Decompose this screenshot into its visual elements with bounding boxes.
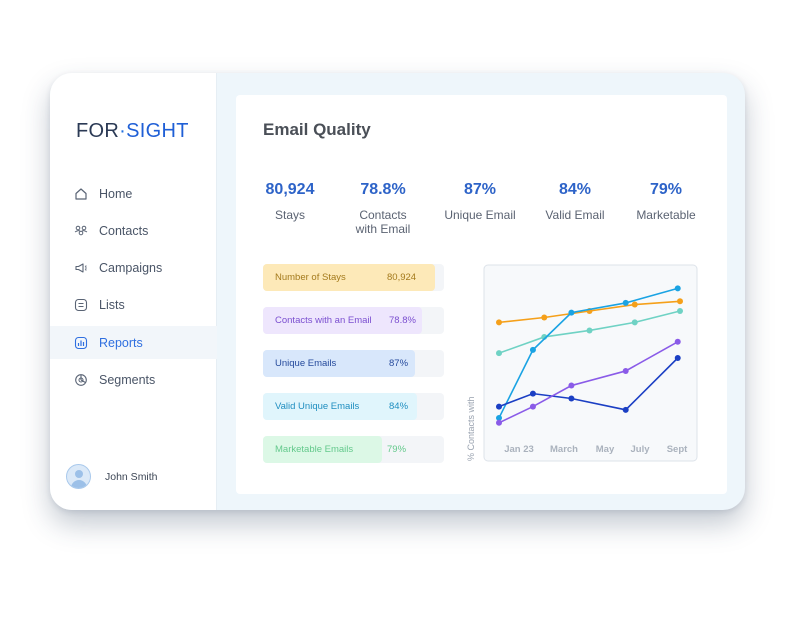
- data-point-0-1: [541, 314, 548, 321]
- x-tick-label: May: [596, 444, 615, 455]
- metric-bar-fill: [263, 307, 423, 334]
- data-point-4-0: [496, 419, 502, 426]
- metric-bar-fill: [263, 436, 383, 463]
- stat-value: 80,924: [265, 181, 315, 198]
- metric-bar-value: 87%: [389, 358, 409, 369]
- email-quality-card: Email Quality 80,924 Stays 78.8% Contact…: [236, 95, 727, 494]
- contacts-icon: [74, 224, 88, 238]
- segments-icon: [74, 373, 88, 387]
- data-point-2-0: [496, 414, 502, 421]
- metric-bar-value: 79%: [387, 444, 407, 455]
- avatar[interactable]: [66, 464, 91, 489]
- metric-bar-value: 80,924: [387, 272, 417, 283]
- data-point-1-0: [496, 350, 502, 357]
- data-point-1-3: [631, 319, 638, 326]
- sidebar-item-contacts[interactable]: Contacts: [50, 214, 217, 247]
- metric-bar-label: Contacts with an Email: [275, 315, 372, 326]
- data-point-2-4: [674, 285, 681, 292]
- sidebar-item-label: Contacts: [99, 223, 149, 238]
- x-tick-label: July: [630, 444, 650, 455]
- list-icon: [74, 298, 88, 312]
- line-chart: % Contacts with Jan 23 March May July Sept: [466, 264, 698, 462]
- stat-label: Contacts with Email: [355, 208, 411, 236]
- data-point-1-2: [586, 327, 593, 334]
- metric-bar[interactable]: Contacts with an Email 78.8%: [263, 307, 444, 334]
- x-tick-label: March: [550, 444, 578, 455]
- sidebar-item-label: Campaigns: [99, 260, 163, 275]
- sidebar-item-lists[interactable]: Lists: [50, 288, 217, 321]
- stat-label: Unique Email: [444, 208, 516, 222]
- metric-bar[interactable]: Number of Stays 80,924: [263, 264, 444, 291]
- sidebar-item-campaigns[interactable]: Campaigns: [50, 251, 217, 284]
- sidebar: FOR·SIGHT Home Contacts Campaigns Lists: [50, 73, 217, 510]
- x-tick-label: Sept: [667, 444, 688, 455]
- stat-value: 79%: [649, 181, 683, 198]
- stat-marketable: 79% Marketable: [627, 181, 705, 222]
- brand-logo[interactable]: FOR·SIGHT: [76, 120, 189, 143]
- data-point-2-2: [568, 309, 575, 316]
- metric-bar-label: Number of Stays: [275, 272, 346, 283]
- metric-bar-label: Marketable Emails: [275, 444, 354, 455]
- stat-unique-email: 87% Unique Email: [439, 181, 521, 222]
- megaphone-icon: [74, 261, 88, 275]
- sidebar-item-label: Segments: [99, 372, 156, 387]
- data-point-0-3: [631, 301, 638, 308]
- stat-stays: 80,924 Stays: [253, 181, 327, 222]
- sidebar-item-label: Home: [99, 186, 133, 201]
- metric-bar-fill: [263, 350, 416, 377]
- logo-text-for: FOR: [76, 120, 120, 142]
- metric-bar[interactable]: Unique Emails 87%: [263, 350, 444, 377]
- stat-label: Stays: [274, 208, 305, 222]
- data-point-3-4: [674, 355, 681, 361]
- sidebar-item-segments[interactable]: Segments: [50, 363, 217, 396]
- sidebar-item-label: Lists: [99, 297, 125, 312]
- metric-bar-fill: [263, 393, 417, 420]
- data-point-3-3: [622, 406, 629, 413]
- chart-series: [496, 285, 683, 426]
- data-point-4-2: [568, 382, 575, 389]
- user-profile[interactable]: John Smith: [66, 464, 158, 489]
- data-point-0-0: [496, 319, 502, 326]
- x-tick-label: Jan 23: [504, 444, 534, 455]
- app-window: FOR·SIGHT Home Contacts Campaigns Lists: [50, 73, 745, 510]
- metric-bar-label: Unique Emails: [275, 358, 337, 369]
- data-point-1-4: [677, 308, 683, 315]
- metric-bar[interactable]: Valid Unique Emails 84%: [263, 393, 444, 420]
- data-point-3-2: [568, 395, 575, 402]
- data-point-3-0: [496, 403, 502, 410]
- chart-plot-area: [483, 264, 698, 462]
- stat-value: 78.8%: [360, 181, 406, 198]
- data-point-2-1: [529, 346, 536, 353]
- data-point-4-3: [622, 367, 629, 374]
- sidebar-item-reports[interactable]: Reports: [50, 326, 217, 359]
- home-icon: [74, 187, 88, 201]
- sidebar-item-home[interactable]: Home: [50, 177, 217, 210]
- x-axis-ticks: Jan 23 March May July Sept: [504, 444, 688, 455]
- y-axis-label: % Contacts with: [466, 396, 476, 461]
- user-name: John Smith: [105, 470, 158, 483]
- metric-bar-label: Valid Unique Emails: [275, 401, 360, 412]
- stat-contacts-with-email: 78.8% Contacts with Email: [344, 181, 422, 236]
- metric-bar-fill: [263, 264, 435, 291]
- page-title: Email Quality: [263, 120, 371, 139]
- data-point-4-4: [674, 338, 681, 345]
- stat-valid-email: 84% Valid Email: [536, 181, 614, 222]
- stat-value: 84%: [558, 181, 592, 198]
- metric-bar[interactable]: Marketable Emails 79%: [263, 436, 444, 463]
- metric-bar-value: 84%: [389, 401, 409, 412]
- stat-label: Marketable: [636, 208, 696, 222]
- logo-text-sight: SIGHT: [126, 120, 189, 142]
- logo-separator: ·: [119, 120, 127, 142]
- stat-value: 87%: [463, 181, 497, 198]
- data-point-2-3: [622, 299, 629, 306]
- data-point-4-1: [529, 403, 536, 410]
- data-point-3-1: [529, 390, 536, 397]
- stat-label: Valid Email: [545, 208, 605, 222]
- chart-icon: [74, 336, 88, 350]
- data-point-0-4: [677, 298, 683, 305]
- metric-bar-value: 78.8%: [389, 315, 416, 326]
- sidebar-item-label: Reports: [99, 335, 143, 350]
